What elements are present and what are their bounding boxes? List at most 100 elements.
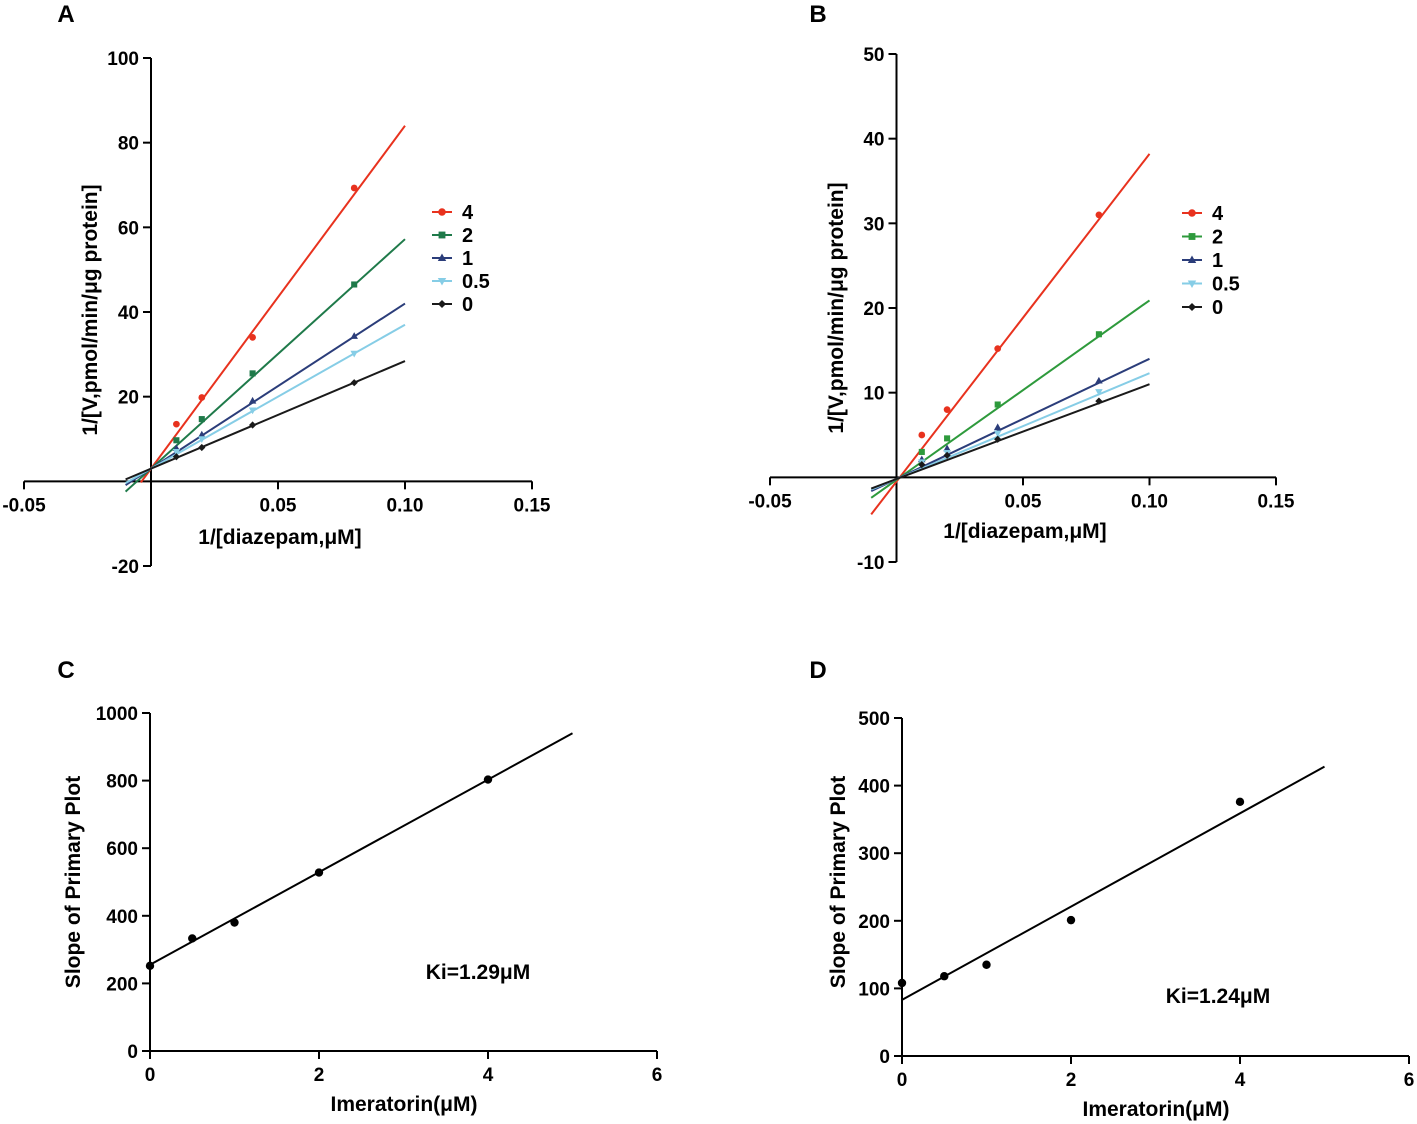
data-point (943, 451, 951, 459)
y-tick-label: 400 (106, 907, 138, 928)
legend-label: 4 (462, 202, 474, 224)
y-tick-label: 200 (858, 912, 890, 933)
data-point (943, 444, 951, 452)
fit-line (124, 238, 406, 493)
x-tick-label: 4 (483, 1065, 494, 1086)
y-tick-label: 200 (106, 974, 138, 995)
y-tick-label: 40 (863, 130, 884, 151)
x-tick-label: 0 (145, 1065, 156, 1086)
x-tick-label: -0.05 (2, 495, 46, 516)
data-point (1095, 389, 1103, 396)
data-point (198, 416, 205, 423)
panel-letter: C (57, 657, 74, 684)
fit-line (870, 357, 1150, 492)
panel-letter: B (809, 1, 826, 28)
legend-marker (1188, 233, 1196, 240)
data-point (248, 396, 257, 404)
x-tick-label: 0.10 (1131, 491, 1168, 512)
x-tick-label: 0 (897, 1070, 908, 1091)
data-point (918, 448, 925, 455)
data-point (172, 453, 180, 461)
data-point (198, 436, 206, 443)
panel-c: C 0 200 400 600 800 1000 0 2 4 6 Imeratorin(μM) Slop… (57, 657, 662, 1116)
legend-label: 1 (462, 248, 473, 270)
x-tick-label: 0.15 (1258, 491, 1295, 512)
data-point (940, 972, 949, 981)
fit-line (870, 383, 1150, 490)
y-axis-title: 1/[V,pmol/min/μg protein] (825, 182, 848, 433)
data-point (994, 345, 1002, 353)
x-axis-title: 1/[diazepam,μM] (198, 526, 361, 549)
y-axis-title: Slope of Primary Plot (62, 776, 85, 988)
data-point (944, 435, 951, 442)
fit-line (125, 360, 406, 481)
data-point (249, 334, 256, 341)
data-point (198, 394, 206, 401)
y-tick-label: 300 (858, 844, 890, 865)
y-tick-label: 800 (106, 772, 138, 793)
data-point (918, 431, 926, 439)
data-point (188, 934, 197, 943)
fit-line (140, 125, 406, 483)
y-tick-label: 60 (118, 218, 139, 239)
legend-marker (1187, 255, 1197, 264)
x-tick-label: 0.15 (514, 495, 551, 516)
legend-marker (1187, 280, 1197, 288)
y-tick-label: 400 (858, 777, 890, 798)
data-point (918, 461, 926, 469)
data-point (350, 184, 358, 192)
legend-label: 0.5 (1212, 274, 1240, 296)
legend-label: 4 (1212, 203, 1224, 225)
data-point (350, 350, 358, 358)
y-tick-label: 0 (879, 1047, 890, 1068)
data-point (198, 443, 206, 452)
y-tick-label: 0 (127, 1042, 138, 1063)
legend-marker (438, 208, 446, 216)
legend-marker (1187, 302, 1197, 312)
legend-label: 2 (462, 225, 473, 247)
ki-annotation: Ki=1.29μM (426, 961, 530, 984)
y-tick-label: 10 (863, 384, 884, 405)
legend-marker (1188, 209, 1196, 217)
legend-label: 0 (1212, 297, 1223, 319)
x-tick-label: 2 (314, 1065, 325, 1086)
y-tick-label: 40 (118, 303, 139, 324)
y-tick-label: 1000 (96, 704, 138, 725)
x-tick-label: 2 (1066, 1070, 1077, 1091)
y-tick-label: 20 (118, 388, 139, 409)
legend-marker (437, 299, 447, 309)
data-point (993, 423, 1002, 431)
x-tick-label: 4 (1235, 1070, 1246, 1091)
data-point (249, 370, 256, 377)
data-point (172, 448, 181, 456)
data-point (994, 401, 1001, 408)
data-point (1066, 915, 1076, 925)
panel-letter: D (809, 657, 826, 684)
y-tick-label: 80 (118, 134, 139, 155)
data-point (897, 978, 907, 988)
y-tick-label: 100 (107, 49, 139, 70)
fit-line (149, 732, 573, 966)
legend-marker (437, 253, 447, 262)
fit-line (870, 153, 1151, 515)
y-tick-label: 50 (863, 45, 884, 66)
x-tick-label: 0.05 (260, 495, 297, 516)
y-axis-title: Slope of Primary Plot (827, 776, 850, 988)
panel-letter: A (57, 1, 74, 28)
legend-label: 0 (462, 294, 473, 316)
data-point (1095, 331, 1102, 338)
data-point (994, 435, 1002, 443)
x-axis-title: Imeratorin(μM) (330, 1093, 477, 1116)
x-tick-label: 6 (652, 1065, 663, 1086)
y-axis-title: 1/[V,pmol/min/μg protein] (79, 184, 102, 435)
legend-marker (437, 277, 447, 286)
y-tick-label: 30 (863, 214, 884, 235)
data-point (993, 430, 1002, 438)
y-tick-label: -20 (112, 557, 139, 578)
data-point (314, 868, 324, 877)
data-point (173, 437, 180, 444)
x-axis-title: 1/[diazepam,μM] (943, 520, 1106, 543)
legend-label: 1 (1212, 250, 1223, 272)
